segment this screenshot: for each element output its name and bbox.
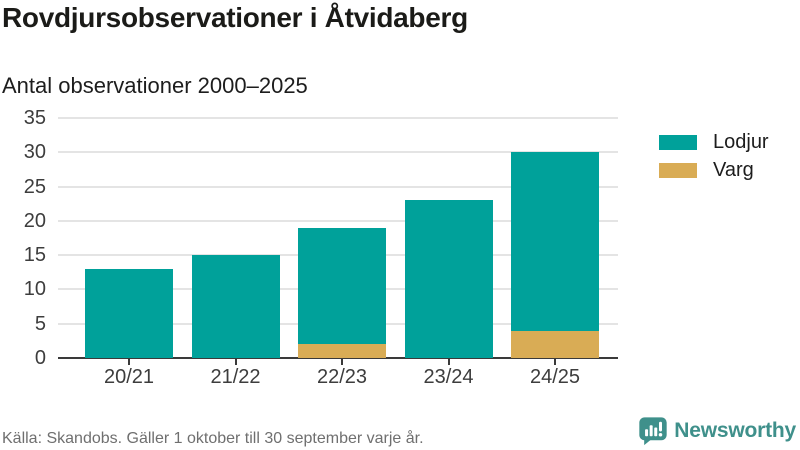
x-axis-tick: [554, 358, 556, 365]
x-axis-tick: [447, 358, 450, 365]
x-axis-tick-label: 21/22: [210, 366, 261, 388]
chart-subtitle: Antal observationer 2000–2025: [2, 73, 308, 98]
bar-segment-varg: [298, 344, 386, 358]
x-axis-tick: [128, 358, 130, 365]
bar-22-23: [298, 227, 386, 358]
bar-segment-lodjur: [191, 255, 280, 358]
y-axis-tick-label: 20: [23, 209, 46, 232]
source-note: Källa: Skandobs. Gäller 1 oktober till 3…: [2, 430, 424, 447]
legend-item-varg: Varg: [659, 159, 769, 181]
bar-21-22: [191, 255, 280, 358]
legend: Lodjur Varg: [659, 131, 769, 187]
y-axis-tick-label: 35: [23, 107, 46, 129]
y-axis-tick-label: 30: [23, 141, 46, 164]
newsworthy-wordmark: Newsworthy: [674, 419, 796, 442]
bar-segment-varg: [511, 330, 599, 358]
bar-segment-lodjur: [298, 227, 386, 345]
y-axis-tick-label: 15: [23, 244, 46, 267]
chart-title: Rovdjursobservationer i Åtvidaberg: [2, 2, 468, 33]
x-axis-tick-label: 20/21: [103, 366, 155, 388]
bar-23-24: [404, 200, 493, 358]
bar-24-25: [511, 152, 599, 358]
y-axis-tick-label: 10: [23, 278, 46, 301]
gridline: [58, 185, 618, 188]
plot-area: [58, 117, 618, 365]
y-axis-tick-label: 25: [23, 175, 46, 198]
x-axis-tick-label: 23/24: [423, 366, 474, 388]
x-axis-tick: [341, 358, 343, 365]
y-axis-tick-label: 0: [34, 347, 46, 369]
x-axis-tick: [234, 358, 237, 365]
bar-segment-lodjur: [404, 200, 493, 358]
legend-label: Lodjur: [713, 130, 769, 153]
legend-item-lodjur: Lodjur: [659, 131, 769, 153]
y-axis-tick-label: 5: [34, 312, 46, 335]
x-axis-tick-label: 24/25: [529, 366, 581, 388]
gridline: [58, 151, 618, 154]
gridline: [58, 117, 618, 119]
legend-label: Varg: [713, 158, 754, 181]
gridline: [58, 219, 618, 222]
legend-swatch: [659, 162, 697, 178]
legend-swatch: [659, 134, 697, 150]
bar-20-21: [85, 268, 173, 358]
bar-segment-lodjur: [511, 152, 599, 331]
newsworthy-logo: Newsworthy: [638, 416, 796, 446]
x-axis-tick-label: 22/23: [316, 366, 368, 388]
bar-segment-lodjur: [85, 268, 173, 358]
speech-bubble-bar-chart-icon: [639, 417, 667, 446]
